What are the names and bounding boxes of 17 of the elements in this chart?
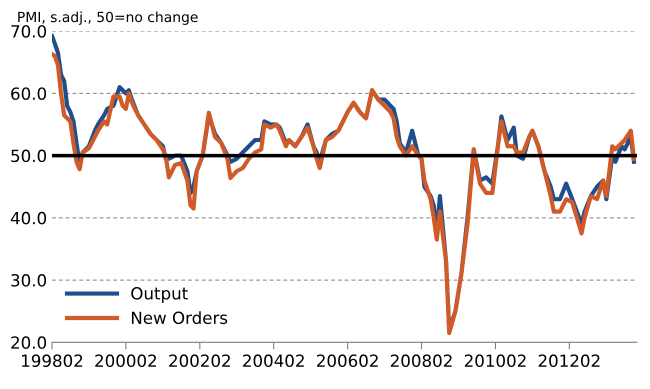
x-tick-label: 200602 — [317, 354, 378, 368]
y-axis-title: PMI, s.adj., 50=no change — [18, 11, 198, 25]
y-tick-label: 30.0 — [11, 274, 46, 287]
x-tick-label: 201002 — [464, 354, 526, 368]
legend-label: New Orders — [132, 311, 228, 324]
x-tick-label: 199802 — [22, 354, 82, 368]
x-tick-label: 200202 — [169, 354, 230, 368]
legend-label: Output — [131, 287, 188, 303]
x-tick-label: 200402 — [243, 354, 304, 368]
y-tick-label: 40.0 — [10, 212, 46, 224]
x-tick-label: 200802 — [390, 354, 452, 368]
y-tick-label: 70.0 — [11, 25, 46, 38]
y-tick-label: 50.0 — [11, 150, 46, 162]
y-tick-label: 60.0 — [11, 87, 46, 100]
x-tick-label: 200002 — [95, 354, 156, 368]
x-tick-label: 201202 — [538, 354, 600, 368]
y-tick-label: 20.0 — [11, 336, 46, 349]
